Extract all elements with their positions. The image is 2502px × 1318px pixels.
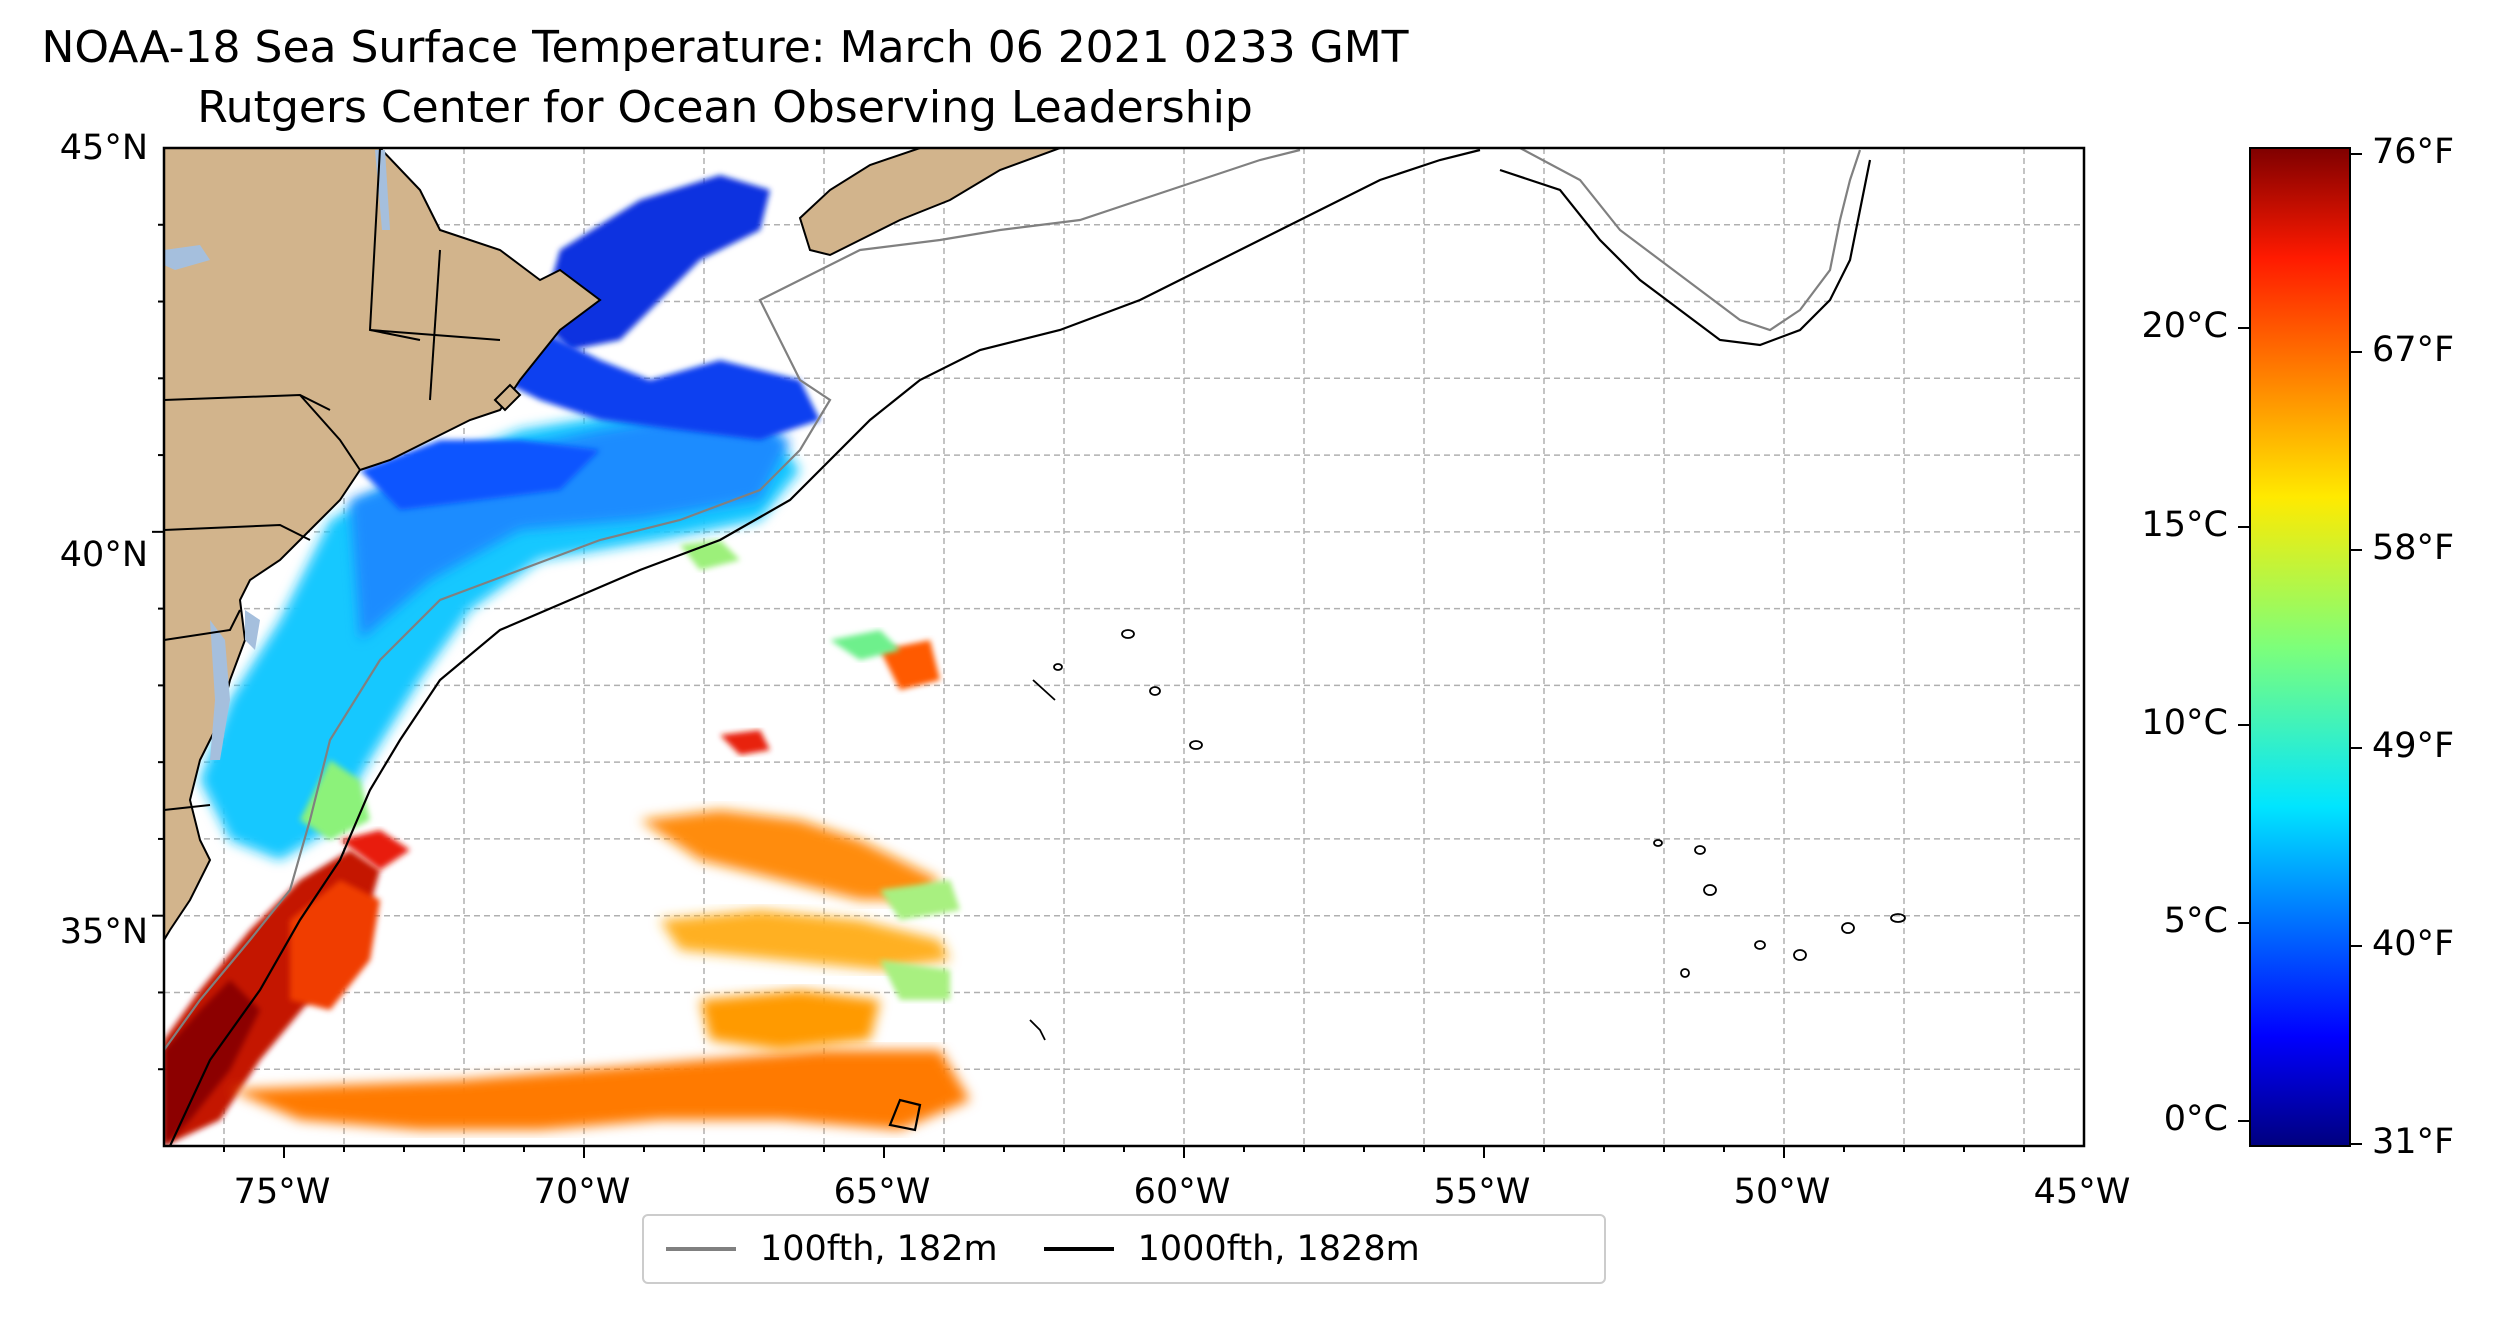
sst-patch-4 <box>660 910 950 970</box>
contour-legend: 100fth, 182m 1000fth, 1828m <box>642 1214 1606 1284</box>
seamount-contours <box>1029 629 1906 1041</box>
delaware-bay <box>245 610 260 650</box>
map-subtitle: Rutgers Center for Ocean Observing Leade… <box>197 82 1253 133</box>
colorbar-label-40f: 40°F <box>2372 924 2455 964</box>
colorbar-label-5c: 5°C <box>2163 901 2228 941</box>
colorbar-label-10c: 10°C <box>2141 703 2228 743</box>
sst-patch-6 <box>720 730 770 755</box>
lon-label-55w: 55°W <box>1433 1172 1531 1212</box>
contour-1000fth-southeast <box>888 1098 922 1132</box>
contour-100fth-grand-banks <box>1519 148 1862 332</box>
lat-label-40n: 40°N <box>59 535 148 575</box>
colorbar-label-58f: 58°F <box>2372 528 2455 568</box>
legend-line-gray <box>666 1247 736 1251</box>
land-layer <box>164 148 1061 942</box>
sst-patch-9 <box>880 960 950 1000</box>
sst-data-layer <box>164 175 970 1146</box>
legend-label-1000fth: 1000fth, 1828m <box>1137 1229 1420 1269</box>
colorbar-gradient <box>2249 147 2351 1147</box>
sst-gulf-stream-orange <box>290 880 380 1010</box>
axis-ticks <box>152 223 2025 1158</box>
sst-patch-8 <box>830 630 900 660</box>
sst-southern-new-england <box>360 440 600 510</box>
lat-label-45n: 45°N <box>59 128 148 168</box>
colorbar-label-15c: 15°C <box>2141 505 2228 545</box>
sst-southern-band-1 <box>230 1050 970 1130</box>
land-north-america <box>164 148 602 942</box>
legend-line-black <box>1043 1247 1114 1251</box>
lon-label-50w: 50°W <box>1733 1172 1831 1212</box>
contour-100fth <box>164 148 1301 1051</box>
lon-label-75w: 75°W <box>233 1172 331 1212</box>
colorbar-label-0c: 0°C <box>2163 1099 2228 1139</box>
colorbar-label-67f: 67°F <box>2372 330 2455 370</box>
colorbar-label-20c: 20°C <box>2141 306 2228 346</box>
sst-patch-10 <box>340 830 410 870</box>
legend-label-100fth: 100fth, 182m <box>760 1229 998 1269</box>
contour-1000fth-grand-banks <box>1499 159 1872 347</box>
colorbar-label-49f: 49°F <box>2372 726 2455 766</box>
colorbar-label-76f: 76°F <box>2372 132 2455 172</box>
sst-patch-7 <box>880 640 940 690</box>
colorbar-ticks <box>2238 153 2362 1145</box>
lon-label-70w: 70°W <box>533 1172 631 1212</box>
sst-slope-green <box>680 540 740 570</box>
map-area <box>164 148 2084 1146</box>
colorbar <box>2238 147 2362 1147</box>
land-cape-cod <box>493 383 522 412</box>
legend-item-1000fth: 1000fth, 1828m <box>1043 1229 1420 1269</box>
land-nova-scotia <box>798 148 1061 257</box>
contour-1000fth <box>169 148 1481 1146</box>
lat-label-35n: 35°N <box>59 912 148 952</box>
sst-southern-band-2 <box>700 990 880 1050</box>
sst-patch-3 <box>640 810 940 900</box>
state-borders <box>164 148 501 811</box>
sst-gulf-of-maine-deepblue <box>500 330 820 440</box>
chesapeake-bay <box>210 620 230 760</box>
lon-label-65w: 65°W <box>833 1172 931 1212</box>
sst-shelf-cyan <box>200 410 800 860</box>
lon-label-60w: 60°W <box>1133 1172 1231 1212</box>
sst-gulf-stream-darkred <box>164 980 260 1146</box>
map-title: NOAA-18 Sea Surface Temperature: March 0… <box>41 22 1409 73</box>
colorbar-label-31f: 31°F <box>2372 1122 2455 1162</box>
bathymetry-contours <box>164 148 1872 1146</box>
sst-shelf-green <box>300 760 370 840</box>
lon-label-45w: 45°W <box>2033 1172 2131 1212</box>
sst-gulf-of-maine-blue <box>540 175 770 350</box>
lake-ontario <box>164 245 210 270</box>
legend-item-100fth: 100fth, 182m <box>666 1229 998 1269</box>
sst-patch-5 <box>880 880 960 920</box>
